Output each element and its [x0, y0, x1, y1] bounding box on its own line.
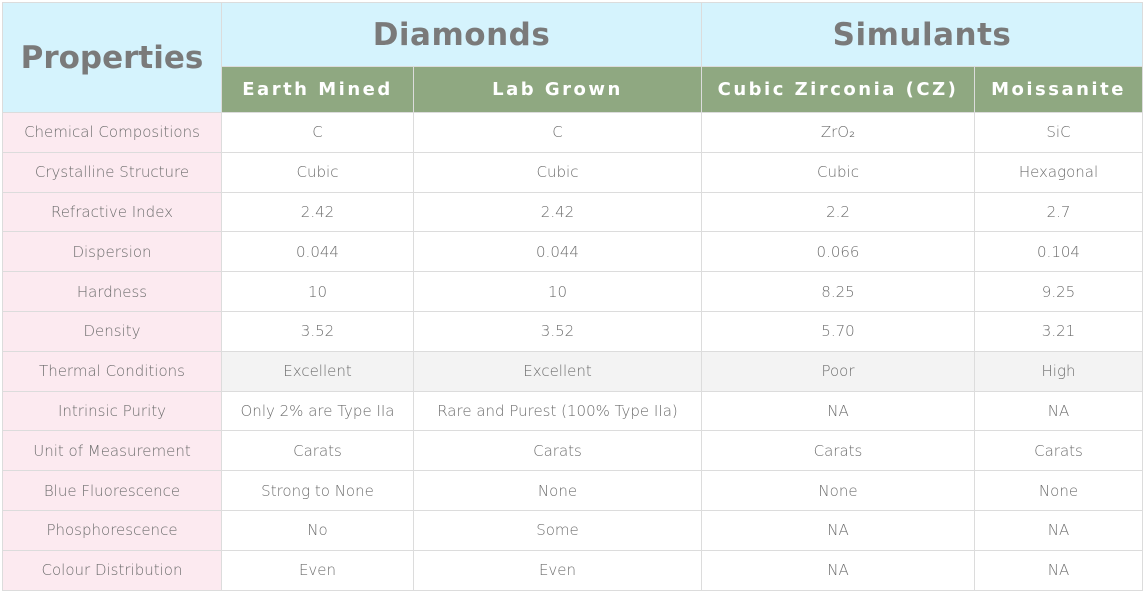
value-cell: NA — [701, 390, 975, 432]
value-cell: Only 2% are Type IIa — [221, 390, 414, 432]
value-cell: 3.52 — [413, 310, 702, 352]
property-cell: Dispersion — [2, 231, 222, 273]
value-cell: SiC — [974, 112, 1143, 153]
value-cell: Cubic — [221, 151, 414, 193]
property-cell: Blue Fluorescence — [2, 470, 222, 511]
value-cell: 5.70 — [701, 310, 975, 352]
column-header-moissanite: Moissanite — [974, 66, 1143, 113]
value-cell: Even — [413, 549, 702, 591]
value-cell: None — [701, 470, 975, 511]
value-cell: NA — [701, 549, 975, 591]
value-cell: 10 — [413, 271, 702, 312]
value-cell: C — [221, 112, 414, 153]
value-cell: 2.2 — [701, 191, 975, 233]
property-cell: Colour Distribution — [2, 549, 222, 591]
table-row: Chemical Compositions C C ZrO₂ SiC — [2, 112, 1143, 153]
property-cell: Phosphorescence — [2, 509, 222, 551]
value-cell: Cubic — [413, 151, 702, 193]
value-cell: NA — [701, 509, 975, 551]
value-cell: None — [974, 470, 1143, 511]
column-header-earth-mined: Earth Mined — [221, 66, 414, 113]
property-cell: Chemical Compositions — [2, 112, 222, 153]
value-cell: 2.42 — [221, 191, 414, 233]
group-header-row: Properties Diamonds Simulants — [2, 2, 1143, 113]
value-cell: 0.066 — [701, 231, 975, 273]
property-cell: Refractive Index — [2, 191, 222, 233]
property-cell: Hardness — [2, 271, 222, 312]
value-cell: Strong to None — [221, 470, 414, 511]
property-cell: Crystalline Structure — [2, 151, 222, 193]
property-cell: Density — [2, 310, 222, 352]
table-row: Thermal Conditions Excellent Excellent Poor… — [2, 350, 1143, 392]
table-row: Colour Distribution Even Even NA NA — [2, 549, 1143, 591]
table-row: Intrinsic Purity Only 2% are Type IIa Rare… — [2, 390, 1143, 432]
value-cell: Carats — [413, 430, 702, 472]
value-cell: 3.21 — [974, 310, 1143, 352]
value-cell: High — [974, 350, 1143, 392]
value-cell: 2.7 — [974, 191, 1143, 233]
value-cell: 0.104 — [974, 231, 1143, 273]
value-cell: Carats — [701, 430, 975, 472]
table-row: Dispersion 0.044 0.044 0.066 0.104 — [2, 231, 1143, 273]
column-header-lab-grown: Lab Grown — [413, 66, 702, 113]
value-cell: Excellent — [221, 350, 414, 392]
property-cell: Intrinsic Purity — [2, 390, 222, 432]
properties-header: Properties — [2, 2, 222, 113]
property-cell: Unit of Measurement — [2, 430, 222, 472]
value-cell: 0.044 — [221, 231, 414, 273]
value-cell: NA — [974, 390, 1143, 432]
value-cell: Excellent — [413, 350, 702, 392]
table-row: Unit of Measurement Carats Carats Carats Car… — [2, 430, 1143, 472]
value-cell: Hexagonal — [974, 151, 1143, 193]
value-cell: ZrO₂ — [701, 112, 975, 153]
table-row: Density 3.52 3.52 5.70 3.21 — [2, 310, 1143, 352]
value-cell: None — [413, 470, 702, 511]
value-cell: NA — [974, 509, 1143, 551]
value-cell: 0.044 — [413, 231, 702, 273]
value-cell: 8.25 — [701, 271, 975, 312]
table-body: Chemical Compositions C C ZrO₂ SiC Crystallin… — [2, 112, 1143, 591]
value-cell: 10 — [221, 271, 414, 312]
value-cell: 2.42 — [413, 191, 702, 233]
value-cell: No — [221, 509, 414, 551]
table-row: Crystalline Structure Cubic Cubic Cubic Hexa… — [2, 151, 1143, 193]
value-cell: Carats — [221, 430, 414, 472]
group-header-diamonds: Diamonds — [221, 2, 702, 67]
group-header-simulants: Simulants — [701, 2, 1143, 67]
value-cell: Cubic — [701, 151, 975, 193]
property-cell: Thermal Conditions — [2, 350, 222, 392]
table-row: Phosphorescence No Some NA NA — [2, 509, 1143, 551]
value-cell: Some — [413, 509, 702, 551]
value-cell: 9.25 — [974, 271, 1143, 312]
table-row: Blue Fluorescence Strong to None None None N… — [2, 470, 1143, 511]
column-header-cubic-zirconia: Cubic Zirconia (CZ) — [701, 66, 975, 113]
value-cell: NA — [974, 549, 1143, 591]
value-cell: Carats — [974, 430, 1143, 472]
value-cell: Rare and Purest (100% Type IIa) — [413, 390, 702, 432]
table-row: Hardness 10 10 8.25 9.25 — [2, 271, 1143, 312]
value-cell: Even — [221, 549, 414, 591]
value-cell: C — [413, 112, 702, 153]
value-cell: Poor — [701, 350, 975, 392]
value-cell: 3.52 — [221, 310, 414, 352]
column-header-row: Earth Mined Lab Grown Cubic Zirconia (CZ… — [3, 66, 1143, 113]
table-row: Refractive Index 2.42 2.42 2.2 2.7 — [2, 191, 1143, 233]
